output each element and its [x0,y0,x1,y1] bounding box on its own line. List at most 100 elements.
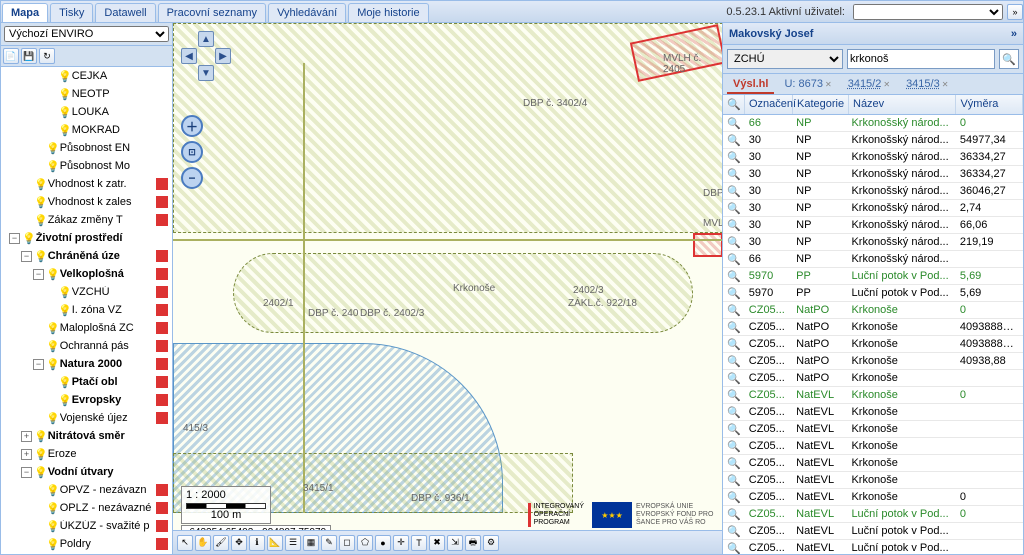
table-row[interactable]: 🔍CZ05...NatEVLLuční potok v Pod...0 [723,506,1023,523]
bulb-icon[interactable]: 💡 [34,178,48,191]
tool-polygon-icon[interactable]: ⬠ [357,535,373,551]
zoom-row-icon[interactable]: 🔍 [723,321,745,334]
search-input[interactable] [847,49,995,69]
tab-mapa[interactable]: Mapa [2,3,48,22]
tree-item[interactable]: 💡VZCHÚ [1,283,172,301]
bulb-icon[interactable]: 💡 [58,286,72,299]
expand-icon[interactable]: − [21,251,32,262]
tree-item[interactable]: 💡ÚKZÚZ - svažité p [1,517,172,535]
tree-item[interactable]: +💡Nitrátová směr [1,427,172,445]
zoom-row-icon[interactable]: 🔍 [723,406,745,419]
tool-export-icon[interactable]: ⇲ [447,535,463,551]
tool-select-icon[interactable]: ◻ [339,535,355,551]
result-tab[interactable]: U: 8673✕ [778,76,837,94]
table-row[interactable]: 🔍CZ05...NatEVLLuční potok v Pod... [723,540,1023,554]
expand-icon[interactable]: − [33,359,44,370]
tree-item[interactable]: 💡Vojenské újez [1,409,172,427]
zoom-row-icon[interactable]: 🔍 [723,151,745,164]
layer-tree[interactable]: 💡CEJKA💡NEOTP💡LOUKA💡MOKRAD💡Působnost EN💡P… [1,67,172,554]
zoom-row-icon[interactable]: 🔍 [723,304,745,317]
bulb-icon[interactable]: 💡 [58,70,72,83]
bulb-icon[interactable]: 💡 [46,538,60,551]
zoom-row-icon[interactable]: 🔍 [723,168,745,181]
tree-item[interactable]: −💡Velkoplošná [1,265,172,283]
table-row[interactable]: 🔍CZ05...NatEVLKrkonoše [723,421,1023,438]
bulb-icon[interactable]: 💡 [46,340,60,353]
bulb-icon[interactable]: 💡 [34,196,48,209]
zoom-row-icon[interactable]: 🔍 [723,287,745,300]
tree-item[interactable]: 💡Evropsky [1,391,172,409]
tree-item[interactable]: 💡Poldry [1,535,172,553]
search-type-select[interactable]: ZCHÚ [727,49,843,69]
bulb-icon[interactable]: 💡 [46,358,60,371]
table-row[interactable]: 🔍CZ05...NatPOKrkonoše40938,88 [723,353,1023,370]
bulb-icon[interactable]: 💡 [34,466,48,479]
bulb-icon[interactable]: 💡 [58,124,72,137]
tab-tisky[interactable]: Tisky [50,3,93,22]
tool-pointer-icon[interactable]: ↖ [177,535,193,551]
pan-down-button[interactable]: ▼ [198,65,214,81]
bulb-icon[interactable]: 💡 [58,376,72,389]
collapse-icon[interactable]: » [1011,28,1017,40]
tab-pracovní seznamy[interactable]: Pracovní seznamy [158,3,266,22]
table-row[interactable]: 🔍30NPKrkonošský národ...36046,27 [723,183,1023,200]
zoom-row-icon[interactable]: 🔍 [723,423,745,436]
table-row[interactable]: 🔍30NPKrkonošský národ...36334,27 [723,166,1023,183]
bulb-icon[interactable]: 💡 [58,394,72,407]
zoom-row-icon[interactable]: 🔍 [723,134,745,147]
table-row[interactable]: 🔍CZ05...NatPOKrkonoše [723,370,1023,387]
bulb-icon[interactable]: 💡 [46,160,60,173]
bulb-icon[interactable]: 💡 [58,106,72,119]
tool-layers-icon[interactable]: ☰ [285,535,301,551]
tree-item[interactable]: 💡Maloplošná ZC [1,319,172,337]
zoom-row-icon[interactable]: 🔍 [723,440,745,453]
tool-print-icon[interactable]: 🖶 [465,535,481,551]
table-row[interactable]: 🔍5970PPLuční potok v Pod...5,69 [723,268,1023,285]
table-row[interactable]: 🔍30NPKrkonošský národ...36334,27 [723,149,1023,166]
table-row[interactable]: 🔍66NPKrkonošský národ... [723,251,1023,268]
expand-icon[interactable]: » [1007,4,1023,20]
tree-item[interactable]: 💡MOKRAD [1,121,172,139]
bulb-icon[interactable]: 💡 [46,520,60,533]
tab-datawell[interactable]: Datawell [95,3,155,22]
table-row[interactable]: 🔍CZ05...NatEVLKrkonoše [723,438,1023,455]
bulb-icon[interactable]: 💡 [46,484,60,497]
zoom-row-icon[interactable]: 🔍 [723,474,745,487]
zoom-row-icon[interactable]: 🔍 [723,525,745,538]
table-row[interactable]: 🔍CZ05...NatEVLKrkonoše [723,404,1023,421]
tool-identify-icon[interactable]: ℹ [249,535,265,551]
tree-item[interactable]: −💡Chráněná úze [1,247,172,265]
map-canvas[interactable]: ▲ ▼ ◀ ▶ ＋ ⊡ − DBP č. 3402/4MVLH č. 2405D… [173,23,723,554]
table-row[interactable]: 🔍CZ05...NatEVLKrkonoše [723,472,1023,489]
zoom-row-icon[interactable]: 🔍 [723,508,745,521]
tree-item[interactable]: −💡Vodní útvary [1,463,172,481]
tool-text-icon[interactable]: T [411,535,427,551]
col-oznaceni[interactable]: Označení [745,95,793,114]
tree-item[interactable]: 💡Zákaz změny T [1,211,172,229]
bulb-icon[interactable]: 💡 [34,250,48,263]
zoom-row-icon[interactable]: 🔍 [723,372,745,385]
bulb-icon[interactable]: 💡 [34,214,48,227]
table-row[interactable]: 🔍30NPKrkonošský národ...219,19 [723,234,1023,251]
result-tab[interactable]: 3415/2✕ [842,76,896,94]
col-kategorie[interactable]: Kategorie [793,95,849,114]
tree-item[interactable]: 💡OPLZ - nezávazné [1,499,172,517]
tree-item[interactable]: 💡I. zóna VZ [1,301,172,319]
col-vymera[interactable]: Výměra [956,95,1023,114]
tree-item[interactable]: +💡Eroze [1,445,172,463]
zoom-row-icon[interactable]: 🔍 [723,491,745,504]
save-icon[interactable]: 💾 [21,48,37,64]
pan-right-button[interactable]: ▶ [215,48,231,64]
expand-icon[interactable]: − [33,269,44,280]
table-row[interactable]: 🔍CZ05...NatEVLLuční potok v Pod... [723,523,1023,540]
zoom-row-icon[interactable]: 🔍 [723,355,745,368]
zoom-row-icon[interactable]: 🔍 [723,389,745,402]
tool-settings-icon[interactable]: ⚙ [483,535,499,551]
close-icon[interactable]: ✕ [942,80,949,89]
pan-up-button[interactable]: ▲ [198,31,214,47]
table-row[interactable]: 🔍5970PPLuční potok v Pod...5,69 [723,285,1023,302]
table-row[interactable]: 🔍66NPKrkonošský národ...0 [723,115,1023,132]
bulb-icon[interactable]: 💡 [58,304,72,317]
zoom-row-icon[interactable]: 🔍 [723,253,745,266]
tool-brush-icon[interactable]: 🖌 [213,535,229,551]
